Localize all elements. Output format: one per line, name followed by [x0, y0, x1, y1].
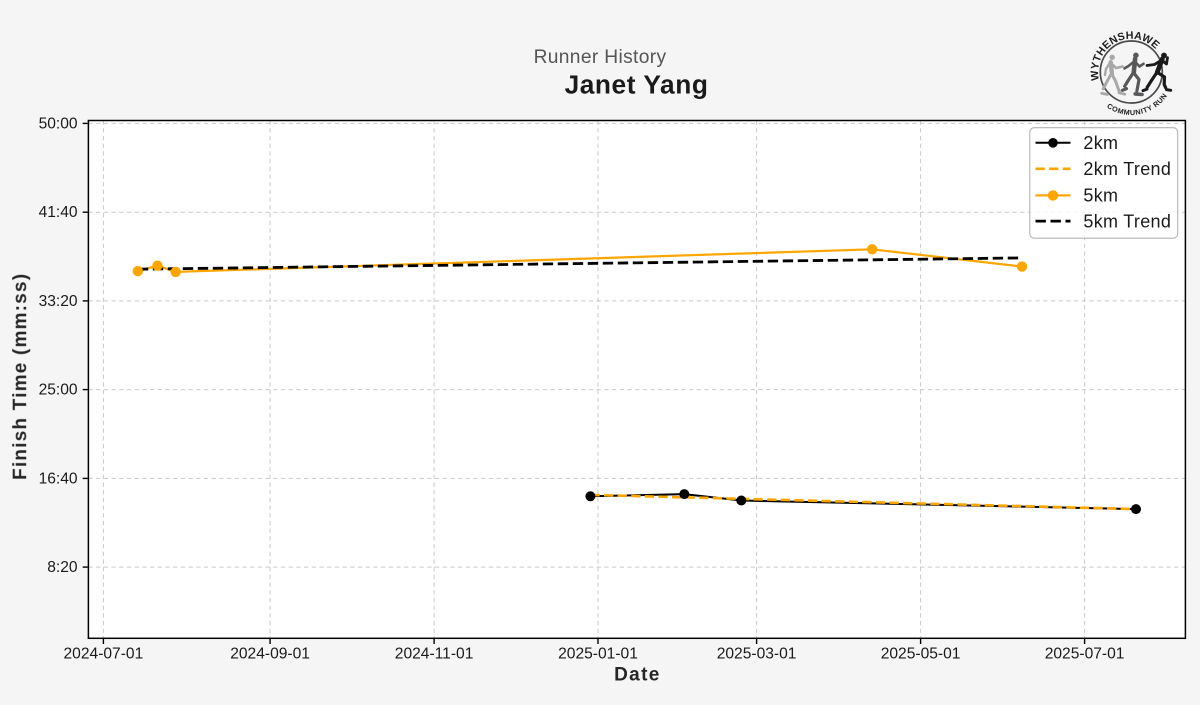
svg-text:8:20: 8:20	[47, 559, 78, 576]
svg-text:5km Trend: 5km Trend	[1083, 211, 1171, 231]
svg-text:Runner History: Runner History	[534, 47, 667, 68]
svg-text:2024-09-01: 2024-09-01	[230, 646, 310, 663]
svg-text:16:40: 16:40	[39, 470, 78, 487]
svg-text:25:00: 25:00	[39, 382, 78, 399]
svg-text:2025-05-01: 2025-05-01	[881, 646, 961, 663]
svg-text:41:40: 41:40	[39, 204, 78, 221]
svg-text:Finish Time (mm:ss): Finish Time (mm:ss)	[10, 273, 31, 480]
svg-text:2025-01-01: 2025-01-01	[558, 646, 638, 663]
svg-text:2024-11-01: 2024-11-01	[395, 646, 474, 663]
svg-text:2km: 2km	[1083, 133, 1118, 153]
svg-text:5km: 5km	[1083, 186, 1118, 206]
svg-text:2025-03-01: 2025-03-01	[717, 646, 797, 663]
svg-text:50:00: 50:00	[39, 115, 78, 132]
svg-text:2025-07-01: 2025-07-01	[1045, 646, 1125, 663]
svg-text:Janet Yang: Janet Yang	[565, 70, 709, 100]
svg-text:33:20: 33:20	[39, 293, 78, 310]
svg-text:2km Trend: 2km Trend	[1083, 159, 1171, 179]
svg-text:2024-07-01: 2024-07-01	[64, 646, 144, 663]
svg-text:Date: Date	[614, 665, 661, 686]
